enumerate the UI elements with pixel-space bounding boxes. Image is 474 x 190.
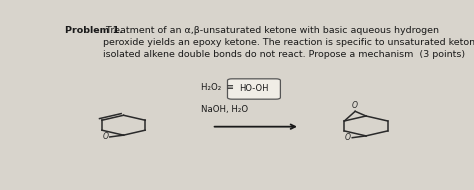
Text: HO-OH: HO-OH [239,84,269,93]
Text: NaOH, H₂O: NaOH, H₂O [201,105,248,114]
Text: Treatment of an α,β-unsaturated ketone with basic aqueous hydrogen
peroxide yiel: Treatment of an α,β-unsaturated ketone w… [102,26,474,59]
Text: Problem 1.: Problem 1. [65,26,123,35]
Text: O: O [345,133,351,142]
Text: H₂O₂  ≡: H₂O₂ ≡ [201,83,234,92]
FancyBboxPatch shape [228,79,281,99]
Text: O: O [352,101,358,110]
Text: O: O [102,132,109,141]
